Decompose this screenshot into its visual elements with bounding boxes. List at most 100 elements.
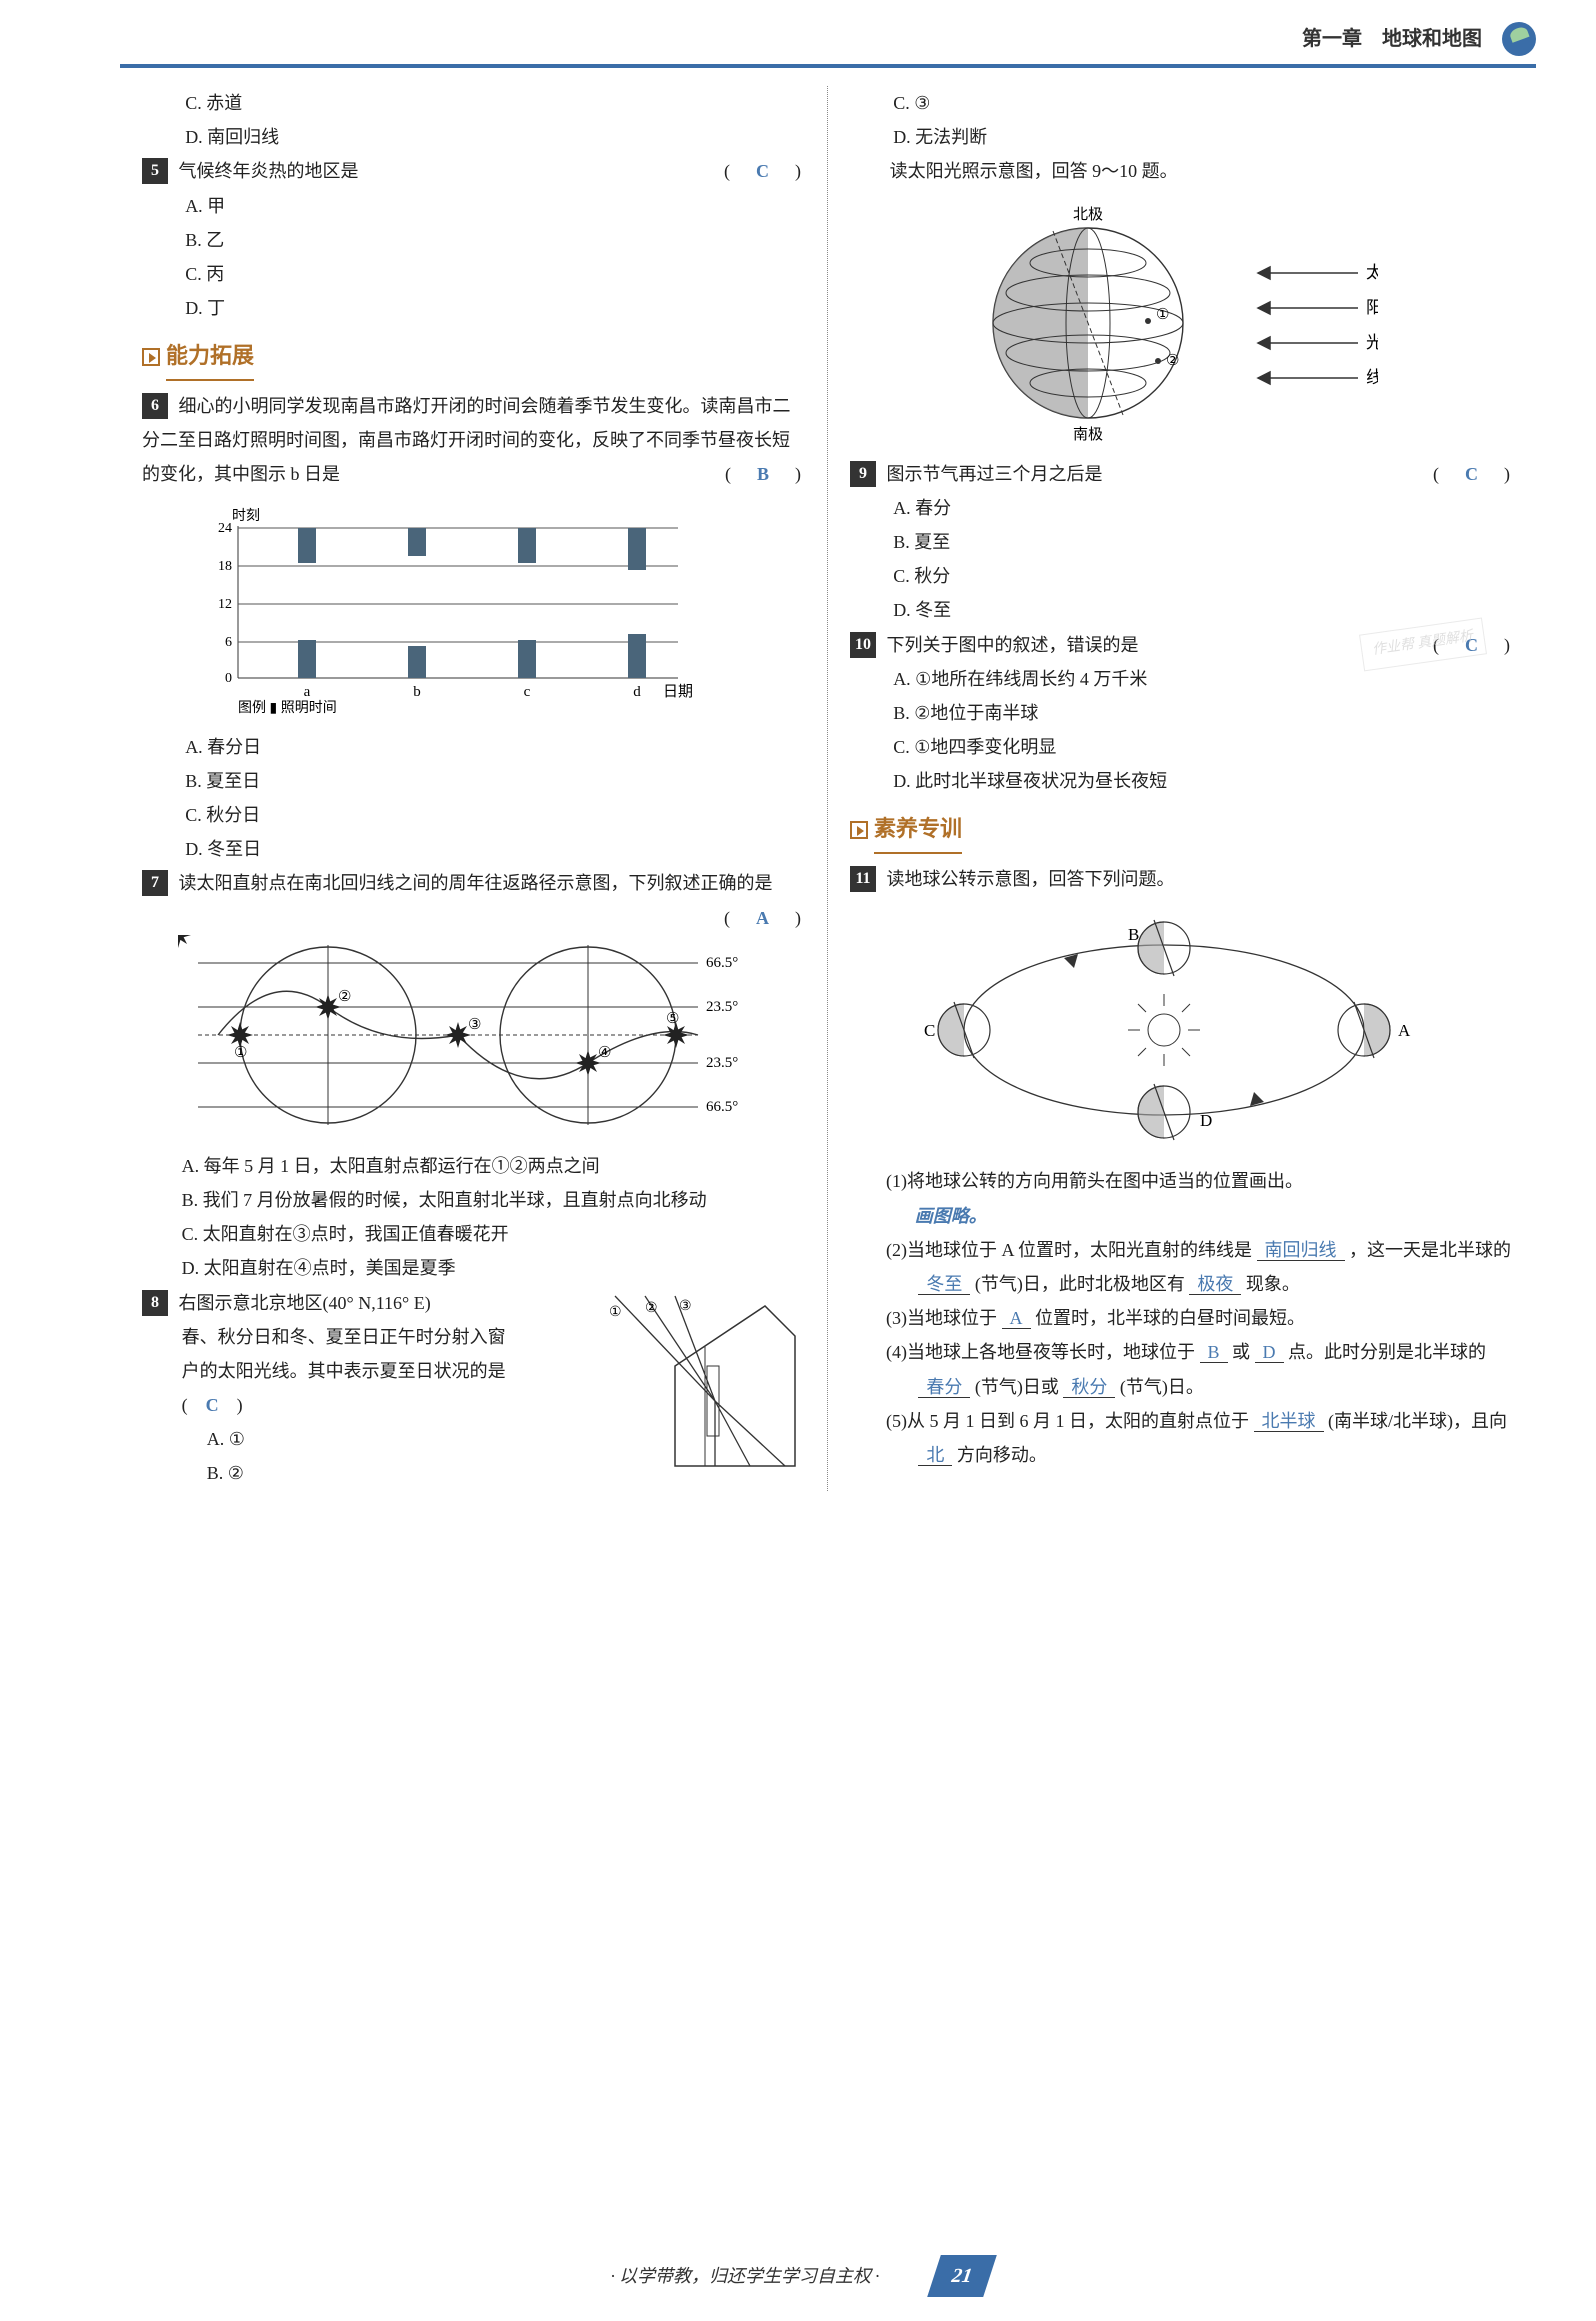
q9-opt-b: B. 夏至 [850,525,1514,559]
q8-opt-b: B. ② [142,1456,513,1490]
svg-text:南极: 南极 [1073,426,1103,443]
q6: 6 细心的小明同学发现南昌市路灯开闭的时间会随着季节发生变化。读南昌市二分二至日… [142,389,805,492]
svg-text:⑤: ⑤ [666,1011,679,1027]
svg-text:66.5°: 66.5° [706,1099,738,1115]
q5: 5 气候终年炎热的地区是 ( C ) [142,154,805,188]
svg-text:①: ① [234,1045,247,1061]
q9-opt-d: D. 冬至 [850,593,1514,627]
intro-9-10: 读太阳光照示意图，回答 9～10 题。 [850,154,1514,188]
q10-opt-a: A. ①地所在纬线周长约 4 万千米 [850,662,1514,696]
svg-text:日期: 日期 [663,683,693,700]
q6-answer-paren: ( B ) [725,457,805,491]
prev-r-opt-d: D. 无法判断 [850,120,1514,154]
q7-opt-c: C. 太阳直射在③点时，我国正值春暖花开 [142,1217,805,1251]
q9-opt-a: A. 春分 [850,491,1514,525]
q7-opt-b: B. 我们 7 月份放暑假的时候，太阳直射北半球，且直射点向北移动 [142,1183,805,1217]
svg-text:D: D [1200,1111,1212,1130]
svg-text:18: 18 [218,559,232,574]
q5-opt-c: C. 丙 [142,257,805,291]
svg-text:②: ② [1166,353,1179,369]
svg-text:北极: 北极 [1073,206,1103,223]
q10-opt-b: B. ②地位于南半球 [850,696,1514,730]
section1-title: 能力拓展 [166,335,254,381]
page-footer: 以学带教，归还学生学习自主权 21 [0,2255,1596,2297]
svg-text:23.5°: 23.5° [706,1055,738,1071]
q8-text: 春、秋分日和冬、夏至日正午时分射入窗户的太阳光线。其中表示夏至日状况的是 ( C… [142,1320,513,1423]
svg-text:0: 0 [225,671,232,686]
q5-num: 5 [142,158,168,184]
svg-text:6: 6 [225,635,232,650]
q7-answer-paren: ( A ) [724,901,805,935]
section2-marker-icon [850,821,868,839]
svg-text:②: ② [338,989,351,1005]
q6-opt-b: B. 夏至日 [142,764,805,798]
q8-prefix: 右图示意北京地区(40° N,116° E) [179,1293,431,1313]
q11-s2: (2)当地球位于 A 位置时，太阳光直射的纬线是 南回归线 ，这一天是北半球的 … [882,1233,1514,1301]
q7: 7 读太阳直射点在南北回归线之间的周年往返路径示意图，下列叙述正确的是 ( A … [142,866,805,900]
q8-num: 8 [142,1290,168,1316]
svg-text:①: ① [1156,307,1169,323]
q8-house-figure: ① ② ③ [555,1286,805,1476]
svg-text:③: ③ [679,1299,692,1314]
q11-num: 11 [850,866,876,892]
q10-num: 10 [850,632,876,658]
q10-opt-d: D. 此时北半球昼夜状况为昼长夜短 [850,764,1514,798]
q7-diagram: 66.5° 23.5° 23.5° 66.5° ① ② ③ ④ ⑤ [178,915,805,1135]
svg-text:23.5°: 23.5° [706,999,738,1015]
svg-text:①: ① [609,1305,622,1320]
page-number: 21 [927,2255,997,2297]
q6-text: 细心的小明同学发现南昌市路灯开闭的时间会随着季节发生变化。读南昌市二分二至日路灯… [142,396,791,484]
svg-text:太: 太 [1366,263,1378,282]
q7-num: 7 [142,870,168,896]
section-marker-icon [142,348,160,366]
svg-text:B: B [1128,925,1139,944]
q8-opt-a: A. ① [142,1422,513,1456]
q11-s1: (1)将地球公转的方向用箭头在图中适当的位置画出。 [882,1164,1514,1198]
q7-opt-d: D. 太阳直射在④点时，美国是夏季 [142,1251,805,1285]
svg-text:a: a [304,684,311,700]
footer-text: 以学带教，归还学生学习自主权 [607,2259,884,2293]
svg-text:图例 ▮ 照明时间: 图例 ▮ 照明时间 [238,700,337,716]
q6-opt-a: A. 春分日 [142,730,805,764]
q9-text: 图示节气再过三个月之后是 [887,464,1103,484]
q11: 11 读地球公转示意图，回答下列问题。 [850,862,1514,896]
q5-opt-a: A. 甲 [142,189,805,223]
left-column: C. 赤道 D. 南回归线 5 气候终年炎热的地区是 ( C ) A. 甲 B.… [120,86,828,1491]
q6-opt-d: D. 冬至日 [142,832,805,866]
prev-r-opt-c: C. ③ [850,86,1514,120]
header-icon [1502,22,1536,56]
svg-text:阳: 阳 [1366,298,1378,317]
svg-text:④: ④ [598,1045,611,1061]
q10-opt-c: C. ①地四季变化明显 [850,730,1514,764]
svg-text:b: b [413,684,421,700]
q6-opt-c: C. 秋分日 [142,798,805,832]
svg-text:66.5°: 66.5° [706,955,738,971]
q9-answer-paren: ( C ) [1433,457,1514,491]
svg-text:光: 光 [1366,333,1378,352]
svg-text:线: 线 [1366,368,1378,387]
svg-text:②: ② [645,1301,658,1316]
q5-text: 气候终年炎热的地区是 [179,161,359,181]
page-header: 第一章 地球和地图 [120,20,1536,68]
svg-text:d: d [633,684,641,700]
q11-text: 读地球公转示意图，回答下列问题。 [887,869,1175,889]
svg-text:c: c [524,684,531,700]
q11-orbit-figure: A B C D [904,910,1514,1150]
q7-text: 读太阳直射点在南北回归线之间的周年往返路径示意图，下列叙述正确的是 [179,873,773,893]
q10-text: 下列关于图中的叙述，错误的是 [887,635,1139,655]
right-column: C. ③ D. 无法判断 读太阳光照示意图，回答 9～10 题。 北极 [828,86,1536,1491]
q11-s5: (5)从 5 月 1 日到 6 月 1 日，太阳的直射点位于 北半球 (南半球/… [882,1404,1514,1472]
page-container: 第一章 地球和地图 C. 赤道 D. 南回归线 5 气候终年炎热的地区是 ( C… [0,0,1596,2321]
q5-opt-d: D. 丁 [142,291,805,325]
q9-opt-c: C. 秋分 [850,559,1514,593]
q7-opt-a: A. 每年 5 月 1 日，太阳直射点都运行在①②两点之间 [142,1149,805,1183]
prev-opt-d: D. 南回归线 [142,120,805,154]
q5-answer-paren: ( C ) [724,154,805,188]
q11-s1-ans: 画图略。 [850,1199,1514,1233]
svg-text:A: A [1398,1021,1411,1040]
prev-opt-c: C. 赤道 [142,86,805,120]
q8: 8 右图示意北京地区(40° N,116° E) 春、秋分日和冬、夏至日正午时分… [142,1286,805,1491]
q6-chart: 时刻 - 24 18 12 6 0 [178,506,805,716]
q11-s4: (4)当地球上各地昼夜等长时，地球位于 B 或 D 点。此时分别是北半球的 春分… [882,1335,1514,1403]
q9-num: 9 [850,461,876,487]
